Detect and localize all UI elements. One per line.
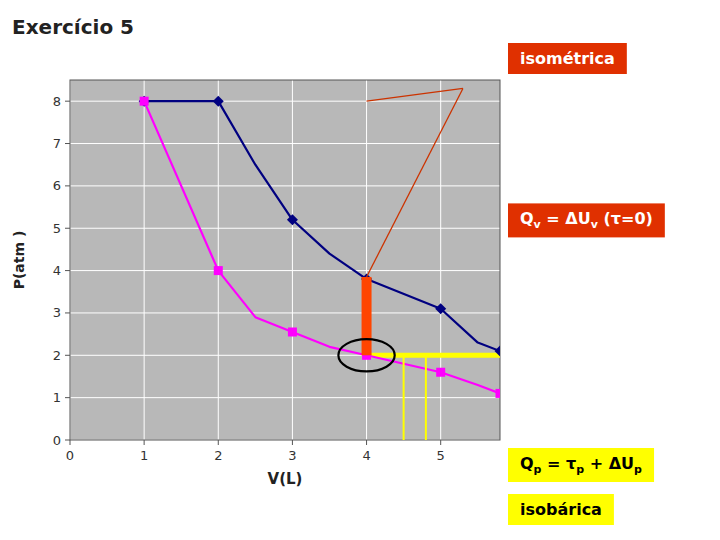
grid-line [144, 80, 145, 440]
plot-frame [70, 80, 500, 440]
tick-label: 3 [288, 448, 296, 463]
annotation: isométrica [508, 43, 627, 74]
chart: Exercício 5 0 1 2 3 4 5 0 1 2 3 4 5 6 7 8 V(L) P(atm ) iso… [0, 0, 720, 540]
tick [65, 143, 70, 144]
grid-line [70, 185, 500, 186]
tick [218, 440, 219, 445]
series-line [144, 101, 500, 393]
tick [65, 185, 70, 186]
annotation-part: p [534, 463, 542, 476]
annotation-part: = ΔU [541, 209, 591, 228]
marker [139, 96, 150, 107]
marker [435, 303, 446, 314]
annotation-box [508, 43, 627, 74]
tick-label: 2 [53, 348, 61, 363]
series-line [144, 101, 500, 351]
grid-line [70, 101, 500, 102]
tick-label: 5 [437, 448, 445, 463]
tick-label: 2 [214, 448, 222, 463]
grid-line [70, 270, 500, 271]
annotation-part: Q [520, 454, 534, 473]
tick [65, 270, 70, 271]
grid-line [292, 80, 293, 440]
annotation-text: Qv = ΔUv (τ=0) [520, 209, 653, 231]
annotation-part: + ΔU [584, 454, 634, 473]
x-axis-label: V(L) [268, 470, 303, 488]
annotation-part: Q [520, 209, 534, 228]
y-axis-label: P(atm ) [11, 231, 27, 290]
grid [70, 80, 500, 440]
grid-line [70, 355, 500, 356]
annotation: isobárica [508, 494, 614, 525]
annotation-box [508, 203, 665, 237]
marker [213, 96, 224, 107]
tick-label: 7 [53, 136, 61, 151]
grid-line [366, 80, 367, 440]
tick [440, 440, 441, 445]
annotation: Qv = ΔUv (τ=0) [508, 203, 665, 237]
annotation-text: Qp = τp + ΔUp [520, 454, 642, 476]
tick-label: 1 [140, 448, 148, 463]
tick-label: 4 [362, 448, 370, 463]
connector [403, 355, 405, 440]
marker [214, 266, 223, 275]
tick-label: 3 [53, 305, 61, 320]
tick-label: 1 [53, 390, 61, 405]
axes: 0 1 2 3 4 5 0 1 2 3 4 5 6 7 8 [53, 94, 445, 463]
marker [288, 328, 297, 337]
tick [292, 440, 293, 445]
annotation-part: isobárica [520, 500, 602, 519]
isobaric-line [367, 353, 500, 358]
annotation-part: isométrica [520, 49, 615, 68]
isometric-bar [362, 277, 372, 355]
tick-label: 6 [53, 178, 61, 193]
grid-line [70, 228, 500, 229]
tick [65, 355, 70, 356]
grid-line [218, 80, 219, 440]
tick [366, 440, 367, 445]
tick [65, 101, 70, 102]
connector [367, 88, 463, 276]
tick [65, 440, 70, 441]
annotation: Qp = τp + ΔUp [508, 448, 654, 482]
tick [70, 440, 71, 445]
plot-area [139, 88, 500, 440]
annotation-text: isométrica [520, 49, 615, 68]
tick [65, 397, 70, 398]
tick-label: 4 [53, 263, 61, 278]
annotation-part: p [634, 463, 642, 476]
annotation-box [508, 494, 614, 525]
tick [65, 312, 70, 313]
tick [65, 228, 70, 229]
tick-label: 0 [66, 448, 74, 463]
annotation-text: isobárica [520, 500, 602, 519]
tick-label: 5 [53, 221, 61, 236]
marker [140, 97, 149, 106]
connector [367, 88, 463, 101]
marker [287, 214, 298, 225]
marker [495, 346, 501, 357]
grid-line [70, 312, 500, 313]
grid-line [70, 397, 500, 398]
connector [425, 355, 427, 440]
tick [144, 440, 145, 445]
annotation-part: (τ=0) [598, 209, 653, 228]
circle [338, 339, 394, 371]
annotation-part: = τ [541, 454, 576, 473]
marker [496, 389, 501, 398]
title: Exercício 5 [12, 15, 134, 39]
annotation-box [508, 448, 654, 482]
marker [436, 368, 445, 377]
annotation-part: p [576, 463, 584, 476]
tick-label: 8 [53, 94, 61, 109]
tick-label: 0 [53, 433, 61, 448]
plot-background [70, 80, 500, 440]
